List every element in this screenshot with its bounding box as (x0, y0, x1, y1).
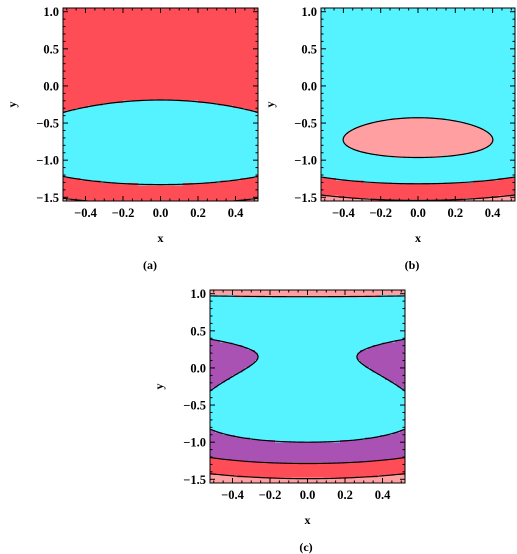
y-tick-label: 1.0 (301, 5, 317, 19)
contour-plot-area (210, 290, 405, 483)
x-axis-label: x (415, 231, 421, 245)
panel-b: −0.4 −0.2 0.0 0.2 0.4 −1.5−1.0−0.50.00.51.0 … (263, 5, 516, 272)
y-tick-label: 0.0 (190, 361, 206, 375)
contour-line-2 (210, 473, 405, 480)
x-tick-label: 0.0 (153, 206, 169, 220)
y-tick-label: −0.5 (294, 117, 317, 131)
contour-line-3 (321, 176, 515, 185)
y-tick-label: −1.5 (294, 191, 317, 205)
x-tick-labels: −0.4 −0.2 0.0 0.2 0.4 (74, 206, 244, 220)
y-axis-label: y (263, 102, 277, 108)
tick-marks (63, 8, 258, 201)
panel-a: −0.4 −0.2 0.0 0.2 0.4 −1.5−1.0−0.50.00.51.0 … (5, 5, 259, 272)
x-tick-label: −0.2 (369, 206, 392, 220)
contour-line-5 (210, 295, 405, 298)
x-tick-label: 0.4 (375, 488, 391, 502)
y-tick-label: −1.0 (36, 154, 59, 168)
y-tick-label: −0.5 (36, 117, 59, 131)
tick-marks (210, 290, 405, 483)
panel-label: (a) (143, 258, 157, 272)
x-tick-label: 0.2 (337, 488, 353, 502)
y-tick-label: −1.5 (183, 473, 206, 487)
y-tick-label: −1.5 (36, 191, 59, 205)
contour-plot-area (321, 8, 515, 201)
y-axis-label: y (5, 102, 19, 108)
tick-marks (321, 8, 515, 201)
y-tick-label: 1.0 (190, 287, 206, 301)
contour-line-3 (63, 99, 258, 186)
x-tick-labels: −0.4 −0.2 0.0 0.2 0.4 (221, 488, 391, 502)
y-tick-label: −1.0 (183, 436, 206, 450)
x-tick-labels: −0.4 −0.2 0.0 0.2 0.4 (332, 206, 501, 220)
panel-c: −0.4 −0.2 0.0 0.2 0.4 −1.5−1.0−0.50.00.51.0 … (152, 287, 406, 554)
x-tick-label: −0.4 (221, 488, 244, 502)
y-tick-label: 0.5 (190, 324, 206, 338)
y-tick-label: 0.0 (43, 79, 59, 93)
contour-line-3 (210, 456, 405, 465)
y-tick-label: 0.5 (301, 42, 317, 56)
y-tick-label: −1.0 (294, 154, 317, 168)
y-tick-label: 1.0 (43, 5, 59, 19)
panel-label: (c) (299, 540, 312, 554)
contour-plot-area (63, 8, 258, 201)
x-tick-label: 0.2 (190, 206, 206, 220)
y-tick-label: −0.5 (183, 399, 206, 413)
y-tick-labels: −1.5 −1.0 −0.5 0.0 0.5 1.0 (36, 5, 59, 205)
x-tick-label: −0.2 (259, 488, 282, 502)
panel-label: (b) (405, 258, 420, 272)
x-tick-label: −0.4 (74, 206, 97, 220)
x-tick-label: 0.4 (228, 206, 244, 220)
y-tick-label: 0.5 (43, 42, 59, 56)
y-tick-labels: −1.5 −1.0 −0.5 0.0 0.5 1.0 (294, 5, 317, 205)
y-tick-label: 0.0 (301, 79, 317, 93)
y-axis-label: y (152, 384, 166, 390)
x-tick-label: 0.0 (410, 206, 426, 220)
x-tick-label: −0.4 (332, 206, 355, 220)
x-tick-label: 0.0 (300, 488, 316, 502)
contour-line-4 (342, 117, 494, 159)
x-axis-label: x (305, 513, 311, 527)
y-tick-labels: −1.5 −1.0 −0.5 0.0 0.5 1.0 (183, 287, 206, 487)
x-tick-label: 0.4 (485, 206, 501, 220)
x-tick-label: −0.2 (112, 206, 135, 220)
x-tick-label: 0.2 (447, 206, 463, 220)
x-axis-label: x (158, 231, 164, 245)
